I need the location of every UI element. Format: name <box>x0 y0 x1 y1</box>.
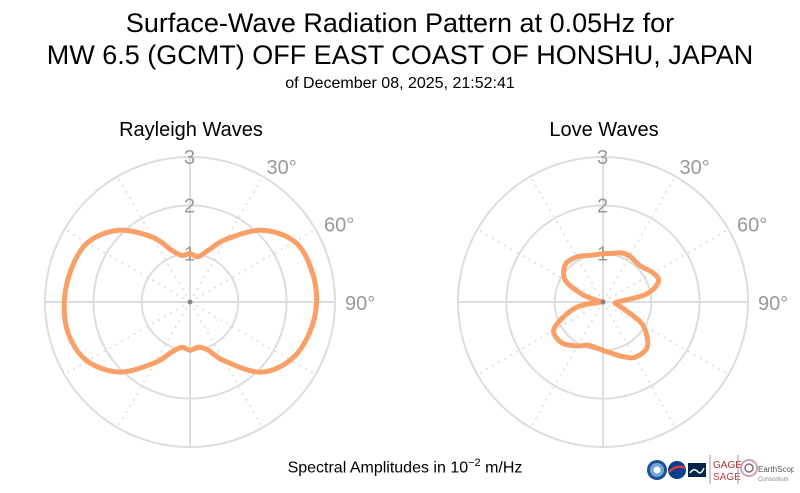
earthscope-logo: EarthScope Consortium <box>740 459 800 483</box>
usgs-logo <box>688 463 706 477</box>
unit-label-suffix: m/Hz <box>480 459 523 477</box>
angular-tick-label: 60° <box>324 215 354 237</box>
sage-logo: SAGE <box>713 472 741 483</box>
grid-spoke <box>602 301 729 376</box>
rayleigh-series-line <box>61 227 320 375</box>
earthscope-sublabel: Consortium <box>758 477 789 483</box>
chart-title: Surface-Wave Radiation Pattern at 0.05Hz… <box>125 8 675 38</box>
earthscope-label: EarthScope <box>758 465 794 474</box>
chart-title-line-2: MW 6.5 (GCMT) OFF EAST COAST OF HONSHU, … <box>46 40 754 70</box>
grid-spoke <box>116 176 191 303</box>
gage-logo: GAGE <box>713 460 742 471</box>
polar-panel-0: 123 30°60°90° <box>44 147 375 448</box>
angular-tick-label: 30° <box>680 157 710 179</box>
grid-spoke <box>529 301 604 428</box>
radial-tick-label: 3 <box>597 147 608 169</box>
grid-spoke <box>602 228 729 303</box>
grid-spoke <box>602 176 677 303</box>
radial-tick-label: 2 <box>184 195 195 217</box>
radial-tick-label: 2 <box>597 195 608 217</box>
grid-spoke <box>602 301 677 428</box>
angular-tick-label: 30° <box>267 157 297 179</box>
grid-spoke <box>64 301 191 376</box>
angular-tick-label: 90° <box>758 293 788 315</box>
grid-spoke <box>64 228 191 303</box>
center-dot <box>600 299 606 305</box>
grid-spoke <box>477 228 604 303</box>
grid-spoke <box>529 176 604 303</box>
radial-tick-label: 3 <box>184 147 195 169</box>
grid-spoke <box>189 301 316 376</box>
nsf-logo <box>647 460 667 480</box>
grid-spoke <box>116 301 191 428</box>
unit-label-prefix: Spectral Amplitudes in 10 <box>287 459 469 477</box>
rayleigh-panel-title: Rayleigh Waves <box>119 119 263 141</box>
grid-spoke <box>189 176 264 303</box>
sponsor-logos: GAGE SAGE EarthScope Consortium <box>646 450 800 486</box>
love-series-line <box>551 250 662 361</box>
grid-spoke <box>477 301 604 376</box>
polar-panel-1: 123 30°60°90° <box>457 147 788 448</box>
love-panel-title: Love Waves <box>549 119 659 141</box>
amplitude-unit-label: Spectral Amplitudes in 10−2 m/Hz <box>0 452 800 479</box>
angular-tick-label: 60° <box>737 215 767 237</box>
center-dot <box>187 299 193 305</box>
angular-tick-label: 90° <box>345 293 375 315</box>
nasa-logo <box>668 461 686 479</box>
grid-spoke <box>189 301 264 428</box>
chart-subtitle: of December 08, 2025, 21:52:41 <box>285 75 515 92</box>
unit-label-exponent: −2 <box>468 457 481 469</box>
